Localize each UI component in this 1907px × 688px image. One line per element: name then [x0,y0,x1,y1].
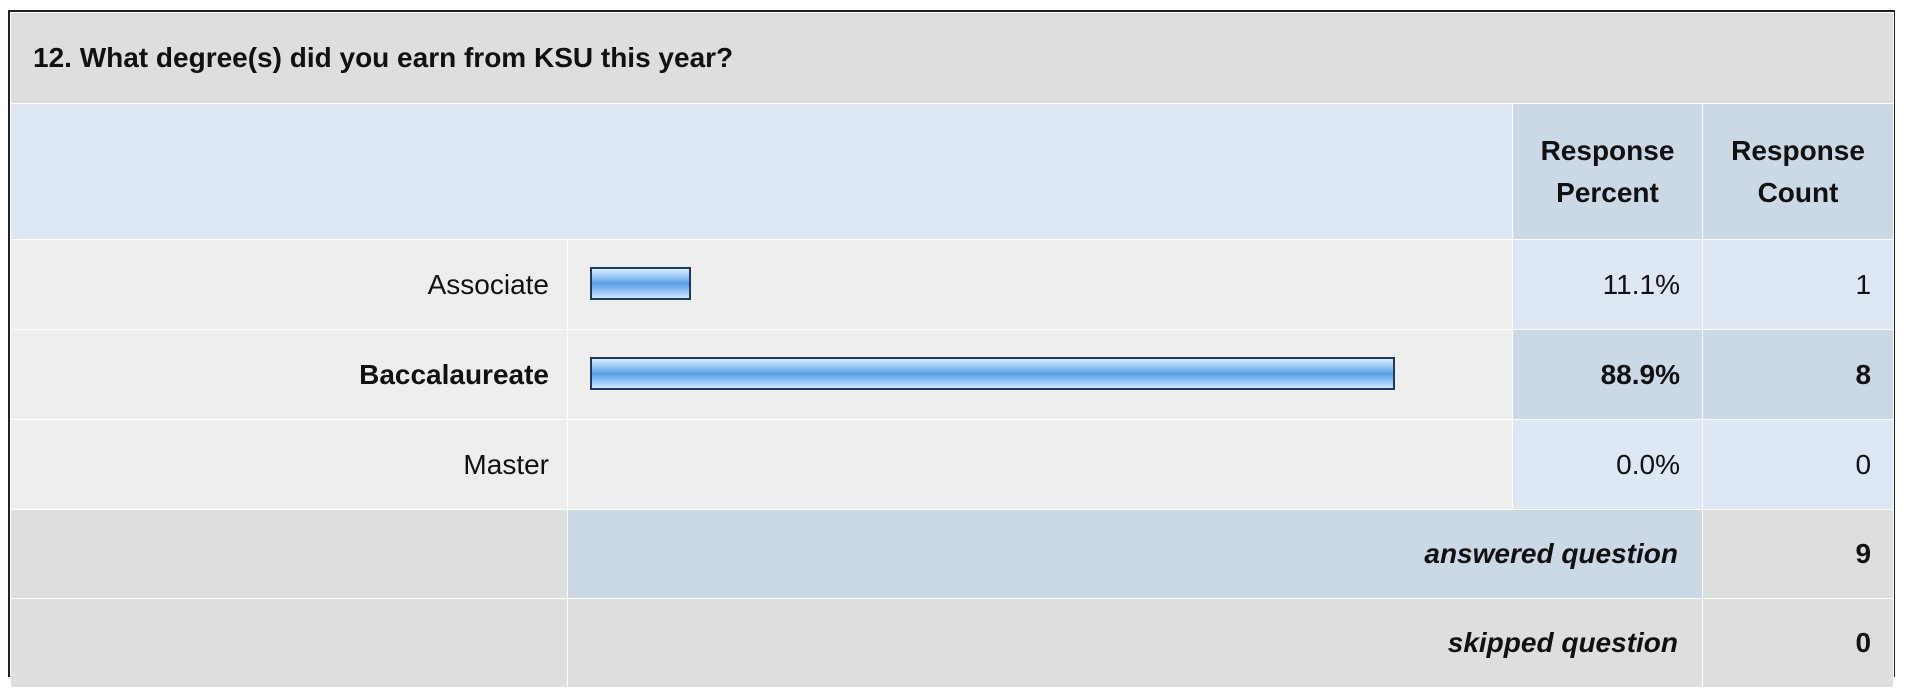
skipped-question-label: skipped question [567,598,1703,688]
answered-question-row: answered question 9 [10,509,1895,599]
response-count-master: 0 [1701,419,1895,510]
table-row-baccalaureate: Baccalaureate 88.9% 8 [10,329,1895,420]
header-blank [10,103,1513,240]
bar-cell-baccalaureate [567,329,1513,420]
bar-cell-associate [567,239,1513,330]
answer-label-master: Master [10,419,568,510]
response-count-baccalaureate: 8 [1701,329,1895,420]
skipped-question-row: skipped question 0 [10,598,1895,688]
response-percent-baccalaureate: 88.9% [1512,329,1703,420]
response-percent-header-line2: Percent [1556,176,1659,208]
response-percent-associate: 11.1% [1512,239,1703,330]
answered-question-count: 9 [1701,509,1895,599]
response-count-header-line2: Count [1757,176,1839,208]
question-title: 12. What degree(s) did you earn from KSU… [9,12,1895,104]
bar-associate [590,267,691,300]
response-percent-master: 0.0% [1512,419,1703,510]
bar-baccalaureate [590,357,1395,390]
bar-cell-master [567,419,1513,510]
response-count-header: Response Count [1701,103,1895,240]
response-count-header-line1: Response [1731,134,1865,166]
survey-question-panel: 12. What degree(s) did you earn from KSU… [8,10,1895,688]
table-row-master: Master 0.0% 0 [10,419,1895,510]
response-percent-header-line1: Response [1540,134,1675,166]
answer-label-associate: Associate [10,239,568,330]
table-row-associate: Associate 11.1% 1 [10,239,1895,330]
survey-results-table: 12. What degree(s) did you earn from KSU… [9,12,1895,688]
answered-blank [10,509,568,599]
skipped-question-count: 0 [1701,598,1895,688]
answer-label-baccalaureate: Baccalaureate [10,329,568,420]
skipped-blank [10,598,568,688]
answered-question-label: answered question [567,509,1703,599]
response-count-associate: 1 [1701,239,1895,330]
response-percent-header: Response Percent [1512,103,1703,240]
